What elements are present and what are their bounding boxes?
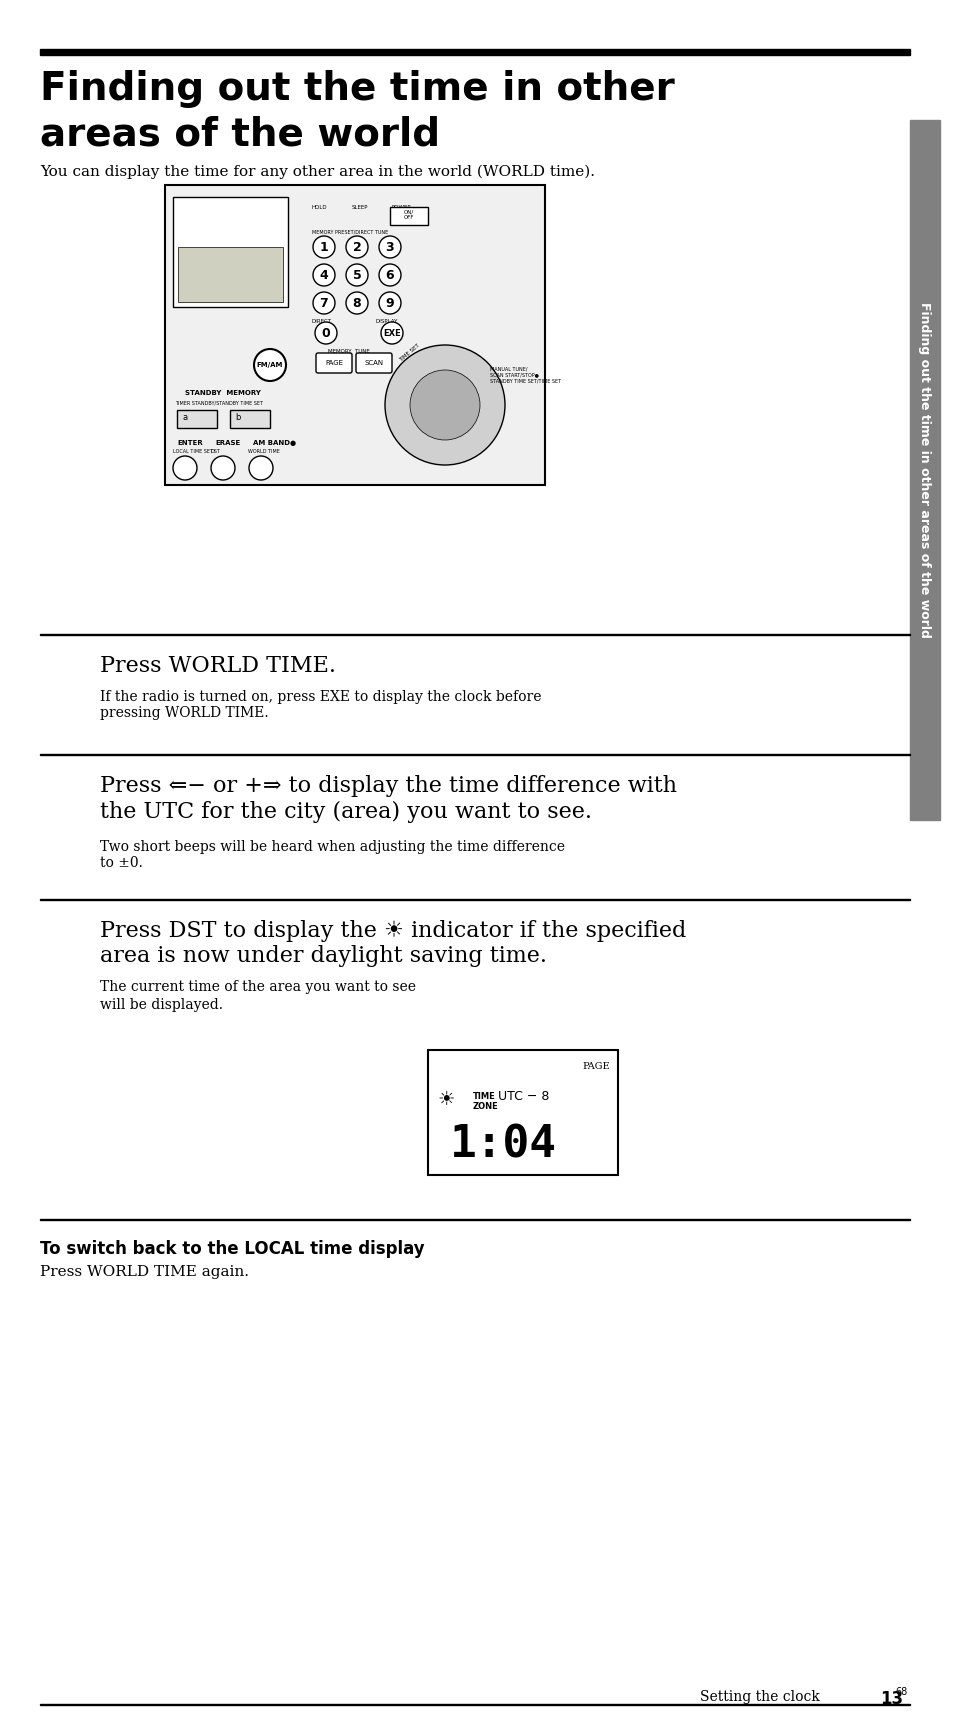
Circle shape xyxy=(211,456,234,481)
Text: Finding out the time in other: Finding out the time in other xyxy=(40,69,674,107)
Text: PAGE: PAGE xyxy=(581,1062,609,1070)
Text: Setting the clock: Setting the clock xyxy=(700,1689,819,1705)
Bar xyxy=(390,207,428,225)
Text: Finding out the time in other areas of the world: Finding out the time in other areas of t… xyxy=(918,303,930,638)
Text: SCAN: SCAN xyxy=(364,360,383,367)
Text: 13: 13 xyxy=(879,1689,902,1708)
Text: 6: 6 xyxy=(385,268,394,282)
Text: MEMORY  TUNE: MEMORY TUNE xyxy=(328,349,370,354)
Text: POWER: POWER xyxy=(392,206,412,209)
Text: If the radio is turned on, press EXE to display the clock before
pressing WORLD : If the radio is turned on, press EXE to … xyxy=(100,690,541,721)
Text: 68: 68 xyxy=(894,1688,906,1696)
Bar xyxy=(230,410,270,429)
Text: 1:04: 1:04 xyxy=(449,1124,556,1167)
Text: 8: 8 xyxy=(353,296,361,309)
Circle shape xyxy=(172,456,196,481)
Circle shape xyxy=(253,349,286,380)
Bar xyxy=(172,197,288,308)
Text: areas of the world: areas of the world xyxy=(40,116,439,152)
Text: b: b xyxy=(235,413,240,422)
Circle shape xyxy=(313,292,335,315)
Circle shape xyxy=(410,370,479,439)
Circle shape xyxy=(378,265,400,285)
Text: PAGE: PAGE xyxy=(325,360,343,367)
Text: EXE: EXE xyxy=(383,329,400,337)
Text: Press WORLD TIME.: Press WORLD TIME. xyxy=(100,655,335,678)
Text: TIME SET: TIME SET xyxy=(398,342,420,363)
Text: Press DST to display the ☀ indicator if the specified
area is now under daylight: Press DST to display the ☀ indicator if … xyxy=(100,920,685,968)
Text: ZONE: ZONE xyxy=(473,1101,498,1112)
FancyBboxPatch shape xyxy=(315,353,352,373)
Circle shape xyxy=(346,235,368,258)
Text: TIME: TIME xyxy=(473,1093,496,1101)
Text: a: a xyxy=(182,413,188,422)
Text: MEMORY PRESET/DIRECT TUNE: MEMORY PRESET/DIRECT TUNE xyxy=(312,228,388,233)
Text: HOLD: HOLD xyxy=(312,206,327,209)
Text: DST: DST xyxy=(211,450,221,455)
Text: To switch back to the LOCAL time display: To switch back to the LOCAL time display xyxy=(40,1240,424,1259)
Bar xyxy=(40,48,909,55)
Text: UTC − 8: UTC − 8 xyxy=(497,1091,549,1103)
Text: 2: 2 xyxy=(353,240,361,254)
Circle shape xyxy=(385,346,504,465)
Text: WORLD TIME: WORLD TIME xyxy=(248,450,279,455)
Text: FM/AM: FM/AM xyxy=(256,361,283,368)
Text: You can display the time for any other area in the world (WORLD time).: You can display the time for any other a… xyxy=(40,164,595,180)
Text: Two short beeps will be heard when adjusting the time difference
to ±0.: Two short beeps will be heard when adjus… xyxy=(100,840,564,870)
FancyBboxPatch shape xyxy=(355,353,392,373)
Text: MANUAL TUNE/
SCAN START/STOP●
STANDBY TIME SET/TIME SET: MANUAL TUNE/ SCAN START/STOP● STANDBY TI… xyxy=(490,367,560,384)
Circle shape xyxy=(313,265,335,285)
Text: DIRECT: DIRECT xyxy=(312,318,332,323)
Text: DISPLAY: DISPLAY xyxy=(375,318,398,323)
Text: ERASE: ERASE xyxy=(214,439,240,446)
Bar xyxy=(165,185,544,486)
Circle shape xyxy=(249,456,273,481)
Text: Press ⇐− or +⇒ to display the time difference with
the UTC for the city (area) y: Press ⇐− or +⇒ to display the time diffe… xyxy=(100,775,677,823)
Text: ☀: ☀ xyxy=(436,1091,455,1110)
Text: ENTER: ENTER xyxy=(177,439,203,446)
Text: SLEEP: SLEEP xyxy=(352,206,368,209)
Circle shape xyxy=(314,322,336,344)
Text: AM BAND●: AM BAND● xyxy=(253,439,295,446)
Text: 4: 4 xyxy=(319,268,328,282)
Text: 3: 3 xyxy=(385,240,394,254)
Circle shape xyxy=(378,292,400,315)
Text: TIMER STANDBY/STANDBY TIME SET: TIMER STANDBY/STANDBY TIME SET xyxy=(174,399,263,405)
Text: 9: 9 xyxy=(385,296,394,309)
Text: 7: 7 xyxy=(319,296,328,309)
Circle shape xyxy=(346,265,368,285)
Bar xyxy=(177,410,216,429)
Text: LOCAL TIME SET: LOCAL TIME SET xyxy=(172,450,213,455)
Circle shape xyxy=(313,235,335,258)
Text: 5: 5 xyxy=(353,268,361,282)
Text: Press WORLD TIME again.: Press WORLD TIME again. xyxy=(40,1266,249,1279)
Bar xyxy=(909,119,939,820)
Text: 0: 0 xyxy=(321,327,330,339)
Text: ON/
OFF: ON/ OFF xyxy=(403,209,414,220)
Text: STANDBY  MEMORY: STANDBY MEMORY xyxy=(185,391,260,396)
Circle shape xyxy=(346,292,368,315)
Bar xyxy=(178,247,283,303)
Circle shape xyxy=(378,235,400,258)
Text: will be displayed.: will be displayed. xyxy=(100,998,223,1011)
Text: 1: 1 xyxy=(319,240,328,254)
Circle shape xyxy=(380,322,402,344)
Text: The current time of the area you want to see: The current time of the area you want to… xyxy=(100,980,416,994)
Bar xyxy=(428,1050,618,1176)
